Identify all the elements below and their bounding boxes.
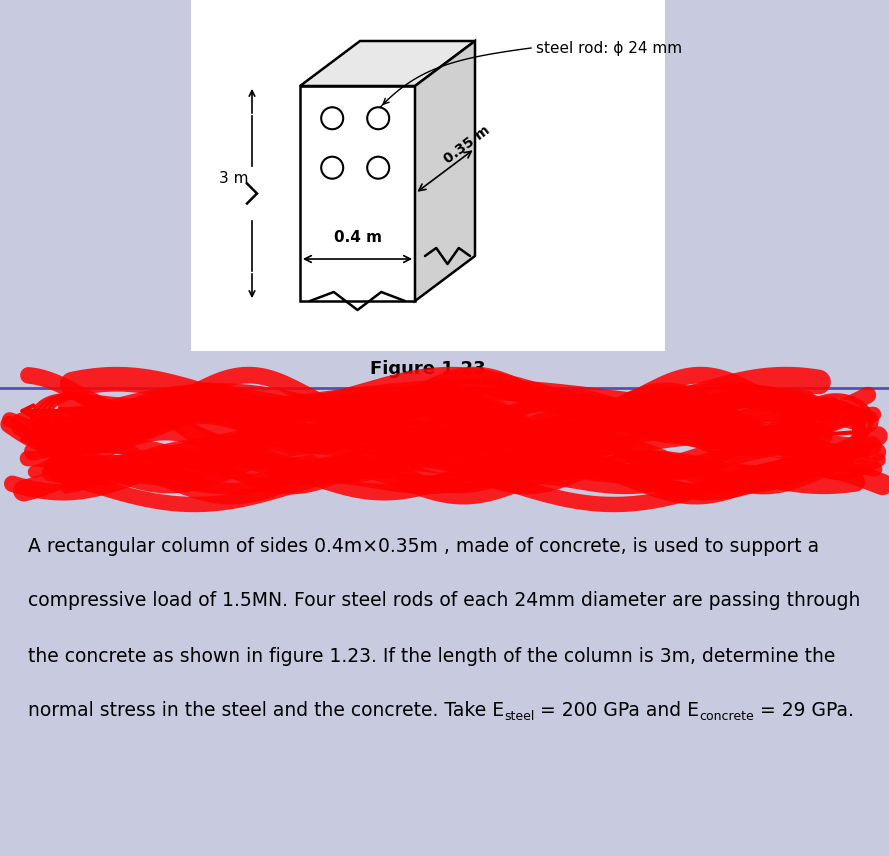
Text: 0.4 m: 0.4 m (333, 230, 381, 245)
Polygon shape (300, 86, 415, 301)
Circle shape (367, 157, 389, 179)
Polygon shape (300, 41, 475, 86)
Text: normal stress in the steel and the concrete. Take E: normal stress in the steel and the concr… (28, 702, 504, 721)
Text: = 29 GPa.: = 29 GPa. (754, 702, 854, 721)
Text: 3 m: 3 m (220, 171, 249, 186)
Text: steel rod: ϕ 24 mm: steel rod: ϕ 24 mm (536, 40, 682, 56)
Text: 0.35 m: 0.35 m (442, 122, 493, 166)
Text: = 200 GPa and E: = 200 GPa and E (534, 702, 700, 721)
Text: compressive load of 1.5MN. Four steel rods of each 24mm diameter are passing thr: compressive load of 1.5MN. Four steel ro… (28, 591, 861, 610)
Text: Figure 1.23: Figure 1.23 (370, 360, 485, 378)
Text: A rectangular column of sides 0.4m×0.35m , made of concrete, is used to support : A rectangular column of sides 0.4m×0.35m… (28, 537, 819, 556)
Text: steel: steel (504, 710, 534, 723)
Text: concrete: concrete (700, 710, 754, 723)
Circle shape (367, 107, 389, 129)
Polygon shape (415, 41, 475, 301)
Circle shape (321, 107, 343, 129)
Text: the concrete as shown in figure 1.23. If the length of the column is 3m, determi: the concrete as shown in figure 1.23. If… (28, 646, 836, 665)
Circle shape (321, 157, 343, 179)
Bar (191, 0, 665, 351)
